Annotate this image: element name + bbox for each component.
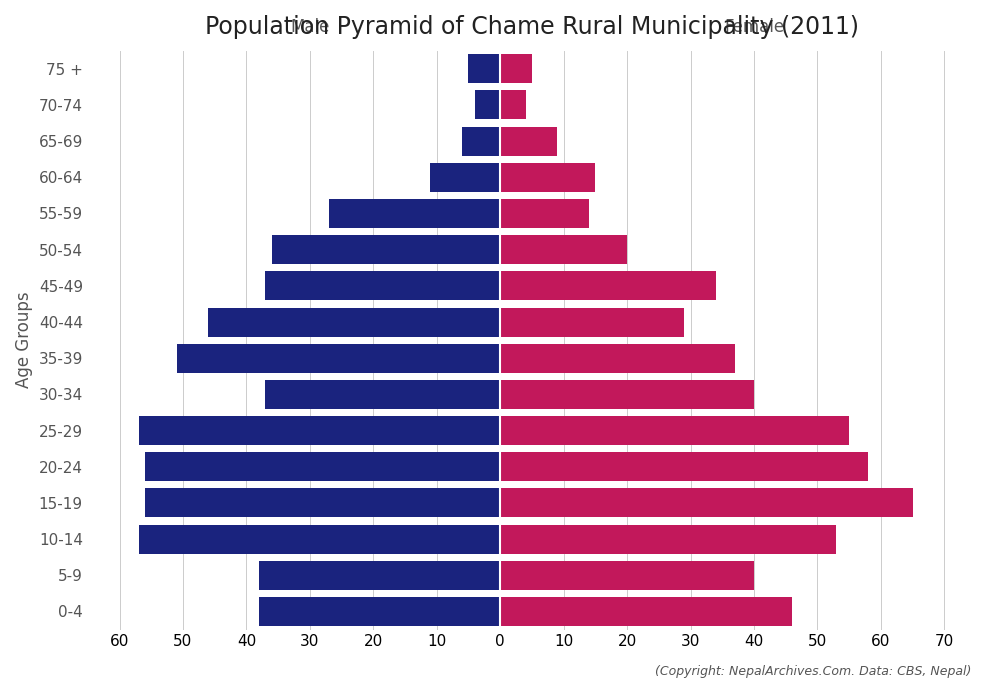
Bar [500, 488, 913, 517]
Bar [259, 561, 500, 590]
Bar [329, 199, 500, 228]
Text: Female: Female [723, 18, 784, 36]
Bar [266, 380, 500, 409]
Bar [469, 54, 500, 84]
Bar [500, 597, 792, 626]
Text: Male: Male [290, 18, 330, 36]
Bar [500, 163, 596, 192]
Bar [500, 380, 754, 409]
Bar [272, 235, 500, 264]
Bar [259, 597, 500, 626]
Bar [266, 271, 500, 300]
Bar [462, 127, 500, 155]
Bar [500, 308, 684, 336]
Bar [500, 525, 836, 553]
Bar [139, 525, 500, 553]
Bar [145, 488, 500, 517]
Bar [430, 163, 500, 192]
Bar [145, 452, 500, 482]
Bar [500, 54, 532, 84]
Bar [500, 235, 627, 264]
Title: Population Pyramid of Chame Rural Municipality (2011): Population Pyramid of Chame Rural Munici… [205, 15, 859, 39]
Bar [500, 561, 754, 590]
Y-axis label: Age Groups: Age Groups [15, 292, 33, 388]
Bar [176, 344, 500, 373]
Bar [500, 452, 868, 482]
Bar [500, 416, 849, 445]
Bar [500, 199, 589, 228]
Bar [500, 271, 716, 300]
Bar [500, 90, 525, 119]
Text: (Copyright: NepalArchives.Com. Data: CBS, Nepal): (Copyright: NepalArchives.Com. Data: CBS… [655, 665, 971, 678]
Bar [139, 416, 500, 445]
Bar [475, 90, 500, 119]
Bar [500, 127, 557, 155]
Bar [208, 308, 500, 336]
Bar [500, 344, 735, 373]
